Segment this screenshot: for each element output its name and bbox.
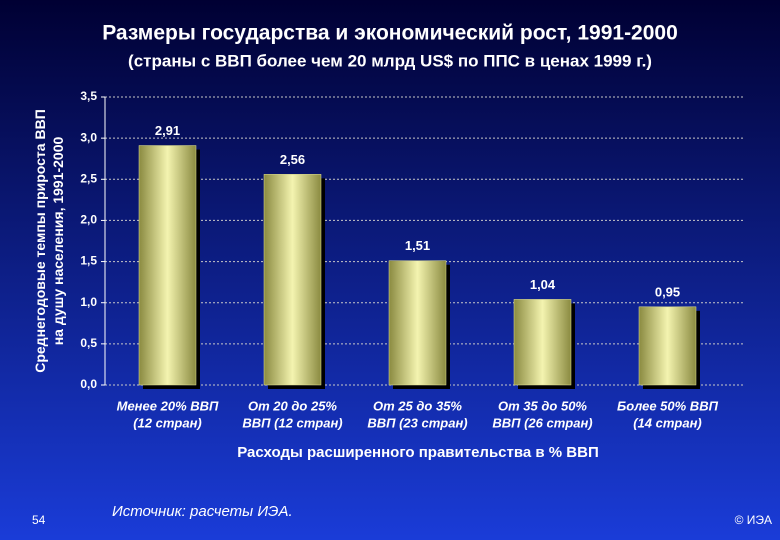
chart-title: Размеры государства и экономический рост… — [102, 22, 678, 45]
page-number: 54 — [32, 513, 46, 527]
value-label: 1,04 — [530, 277, 556, 292]
y-tick-label: 0,5 — [80, 336, 97, 350]
x-tick-label: От 25 до 35% ВВП (23 стран) — [367, 399, 467, 431]
source: Источник: расчеты ИЭА. — [112, 503, 293, 520]
bar — [138, 145, 197, 386]
y-tick-label: 1,0 — [80, 295, 97, 309]
x-tick-label: Более 50% ВВП (14 стран) — [617, 399, 719, 431]
value-label: 2,91 — [155, 123, 180, 138]
y-tick-label: 1,5 — [80, 254, 97, 268]
y-tick-label: 3,0 — [80, 130, 97, 144]
value-label: 1,51 — [405, 238, 430, 253]
x-tick-label: От 35 до 50% ВВП (26 стран) — [492, 399, 592, 431]
x-axis-label: Расходы расширенного правительства в % В… — [237, 444, 598, 461]
y-tick-label: 2,5 — [80, 171, 97, 185]
chart-subtitle: (страны с ВВП более чем 20 млрд US$ по П… — [128, 51, 652, 70]
x-tick-label: От 20 до 25% ВВП (12 стран) — [242, 399, 342, 431]
bar — [513, 299, 572, 386]
x-tick-label: Менее 20% ВВП (12 стран) — [117, 399, 219, 431]
y-tick-label: 3,5 — [80, 89, 97, 103]
value-label: 0,95 — [655, 284, 680, 299]
y-axis-label: Среднегодовые темпы прироста ВВП на душу … — [32, 109, 66, 373]
copyright: © ИЭА — [735, 513, 772, 527]
bar — [388, 260, 447, 386]
bar — [263, 174, 322, 386]
bar — [638, 306, 697, 386]
y-tick-label: 2,0 — [80, 213, 97, 227]
value-label: 2,56 — [280, 152, 305, 167]
y-tick-label: 0,0 — [80, 377, 97, 391]
